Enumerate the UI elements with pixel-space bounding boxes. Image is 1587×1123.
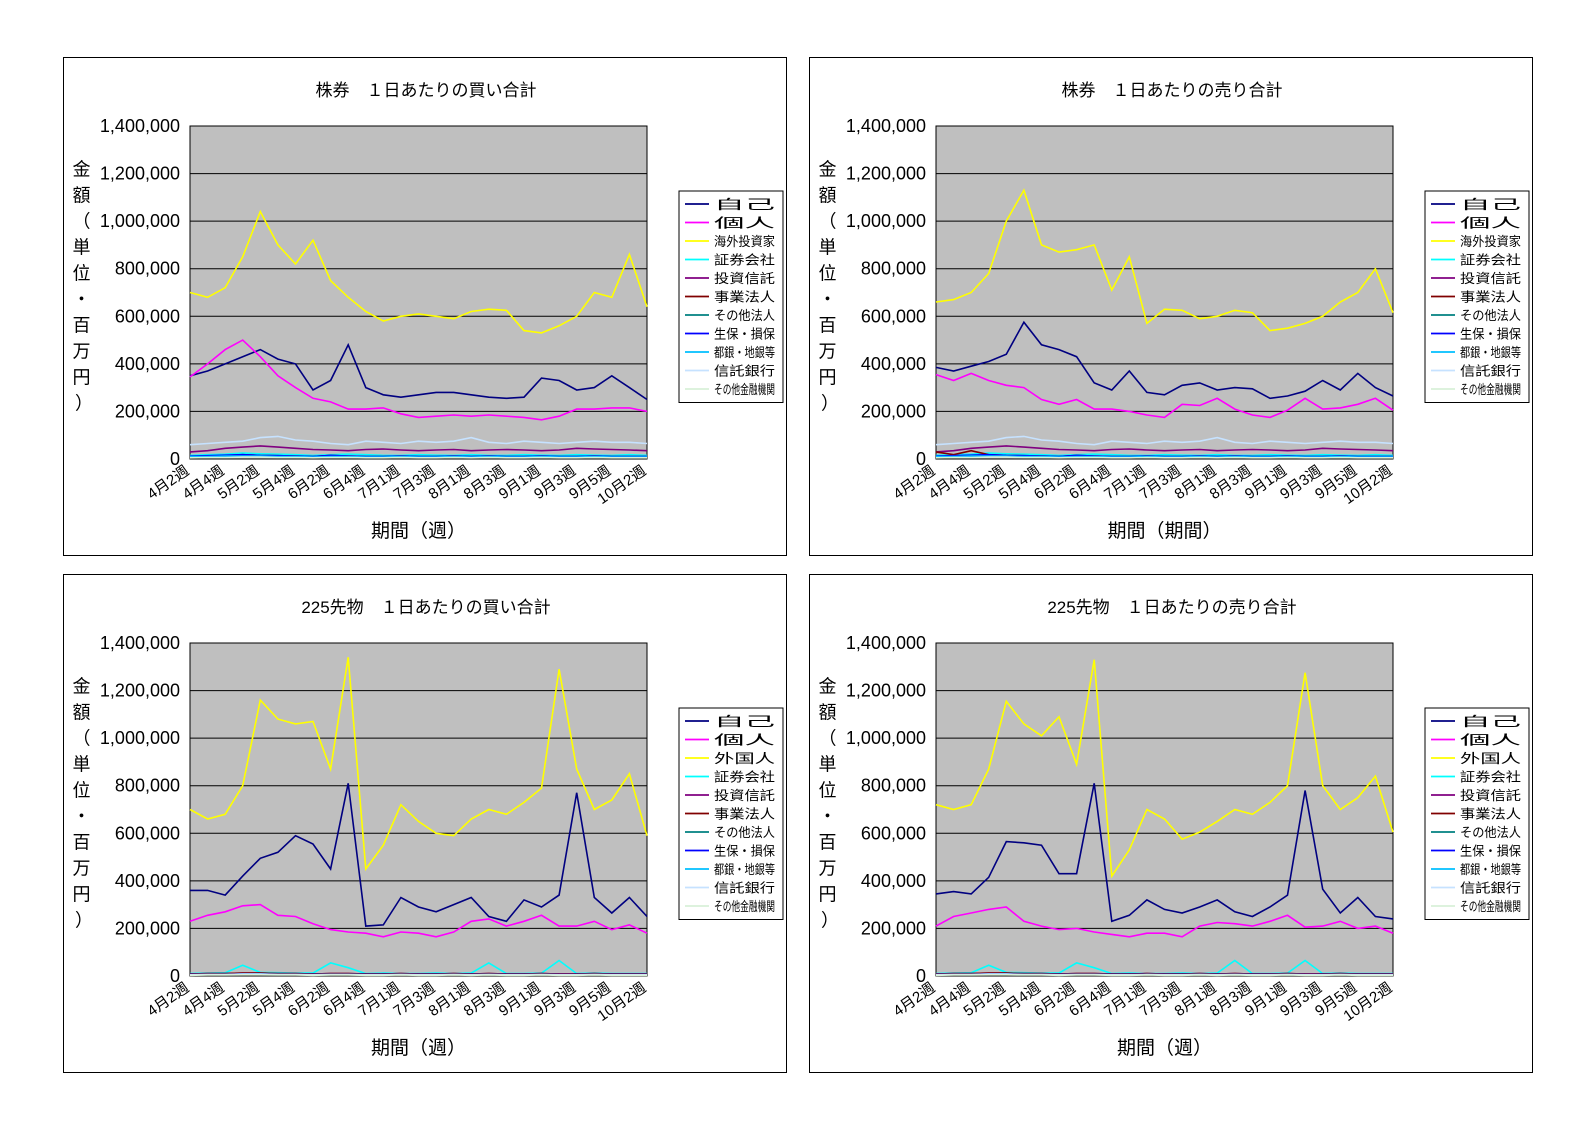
svg-text:その他法人: その他法人 [1460,825,1521,840]
svg-text:生保・損保: 生保・損保 [714,844,775,859]
svg-text:信託銀行: 信託銀行 [714,364,775,379]
svg-text:信託銀行: 信託銀行 [714,881,775,896]
svg-text:600,000: 600,000 [861,823,926,843]
svg-text:自己: 自己 [714,714,775,729]
svg-text:都銀・地銀等: 都銀・地銀等 [1460,862,1521,877]
svg-text:その他金融機関: その他金融機関 [1460,899,1521,914]
svg-text:証券会社: 証券会社 [1460,770,1521,785]
svg-text:証券会社: 証券会社 [714,770,775,785]
svg-text:信託銀行: 信託銀行 [1460,364,1521,379]
svg-text:事業法人: 事業法人 [1460,290,1521,305]
svg-text:事業法人: 事業法人 [1460,807,1521,822]
svg-text:1,000,000: 1,000,000 [100,728,180,748]
svg-text:400,000: 400,000 [115,871,180,891]
svg-text:海外投資家: 海外投資家 [714,234,775,249]
svg-text:外国人: 外国人 [714,751,775,766]
svg-text:400,000: 400,000 [861,871,926,891]
svg-text:1,400,000: 1,400,000 [100,116,180,136]
svg-text:自己: 自己 [714,197,775,212]
svg-text:1,200,000: 1,200,000 [100,164,180,184]
svg-text:200,000: 200,000 [861,401,926,421]
svg-text:その他法人: その他法人 [714,308,775,323]
svg-text:800,000: 800,000 [861,776,926,796]
svg-text:個人: 個人 [1460,733,1521,748]
svg-text:期間（週）: 期間（週） [371,520,466,542]
svg-text:期間（期間）: 期間（期間） [1107,520,1221,542]
svg-text:200,000: 200,000 [861,918,926,938]
svg-text:事業法人: 事業法人 [714,807,775,822]
svg-text:400,000: 400,000 [115,354,180,374]
svg-text:800,000: 800,000 [115,776,180,796]
svg-text:事業法人: 事業法人 [714,290,775,305]
svg-text:投資信託: 投資信託 [1460,271,1521,286]
svg-text:その他金融機関: その他金融機関 [714,899,775,914]
svg-text:証券会社: 証券会社 [1460,253,1521,268]
svg-text:投資信託: 投資信託 [714,271,775,286]
svg-text:個人: 個人 [714,733,775,748]
svg-text:200,000: 200,000 [115,401,180,421]
svg-text:225先物 １日あたりの買い合計: 225先物 １日あたりの買い合計 [301,598,550,617]
svg-text:投資信託: 投資信託 [1460,788,1521,803]
svg-text:1,000,000: 1,000,000 [846,211,926,231]
svg-text:外国人: 外国人 [1460,751,1521,766]
svg-text:800,000: 800,000 [861,259,926,279]
svg-text:株券 １日あたりの売り合計: 株券 １日あたりの売り合計 [1062,81,1283,100]
svg-text:証券会社: 証券会社 [714,253,775,268]
svg-text:投資信託: 投資信託 [714,788,775,803]
svg-text:1,200,000: 1,200,000 [100,681,180,701]
svg-text:期間（週）: 期間（週） [371,1037,466,1059]
svg-text:都銀・地銀等: 都銀・地銀等 [714,345,775,360]
svg-text:その他法人: その他法人 [1460,308,1521,323]
svg-text:その他金融機関: その他金融機関 [1460,382,1521,397]
svg-text:海外投資家: 海外投資家 [1460,234,1521,249]
svg-text:400,000: 400,000 [861,354,926,374]
svg-text:1,400,000: 1,400,000 [846,633,926,653]
svg-text:1,000,000: 1,000,000 [100,211,180,231]
svg-text:1,200,000: 1,200,000 [846,681,926,701]
svg-text:600,000: 600,000 [861,306,926,326]
svg-text:225先物 １日あたりの売り合計: 225先物 １日あたりの売り合計 [1047,598,1296,617]
svg-text:その他金融機関: その他金融機関 [714,382,775,397]
svg-text:期間（週）: 期間（週） [1117,1037,1212,1059]
svg-text:生保・損保: 生保・損保 [1460,327,1521,342]
svg-text:その他法人: その他法人 [714,825,775,840]
svg-text:1,000,000: 1,000,000 [846,728,926,748]
svg-text:600,000: 600,000 [115,306,180,326]
svg-text:800,000: 800,000 [115,259,180,279]
svg-text:個人: 個人 [1460,216,1521,231]
svg-text:信託銀行: 信託銀行 [1460,881,1521,896]
svg-text:自己: 自己 [1460,714,1521,729]
svg-text:600,000: 600,000 [115,823,180,843]
svg-text:個人: 個人 [714,216,775,231]
svg-text:生保・損保: 生保・損保 [714,327,775,342]
svg-text:1,200,000: 1,200,000 [846,164,926,184]
svg-text:1,400,000: 1,400,000 [100,633,180,653]
svg-text:都銀・地銀等: 都銀・地銀等 [1460,345,1521,360]
svg-text:都銀・地銀等: 都銀・地銀等 [714,862,775,877]
svg-text:1,400,000: 1,400,000 [846,116,926,136]
svg-text:生保・損保: 生保・損保 [1460,844,1521,859]
svg-text:株券 １日あたりの買い合計: 株券 １日あたりの買い合計 [316,81,537,100]
svg-text:自己: 自己 [1460,197,1521,212]
svg-text:200,000: 200,000 [115,918,180,938]
